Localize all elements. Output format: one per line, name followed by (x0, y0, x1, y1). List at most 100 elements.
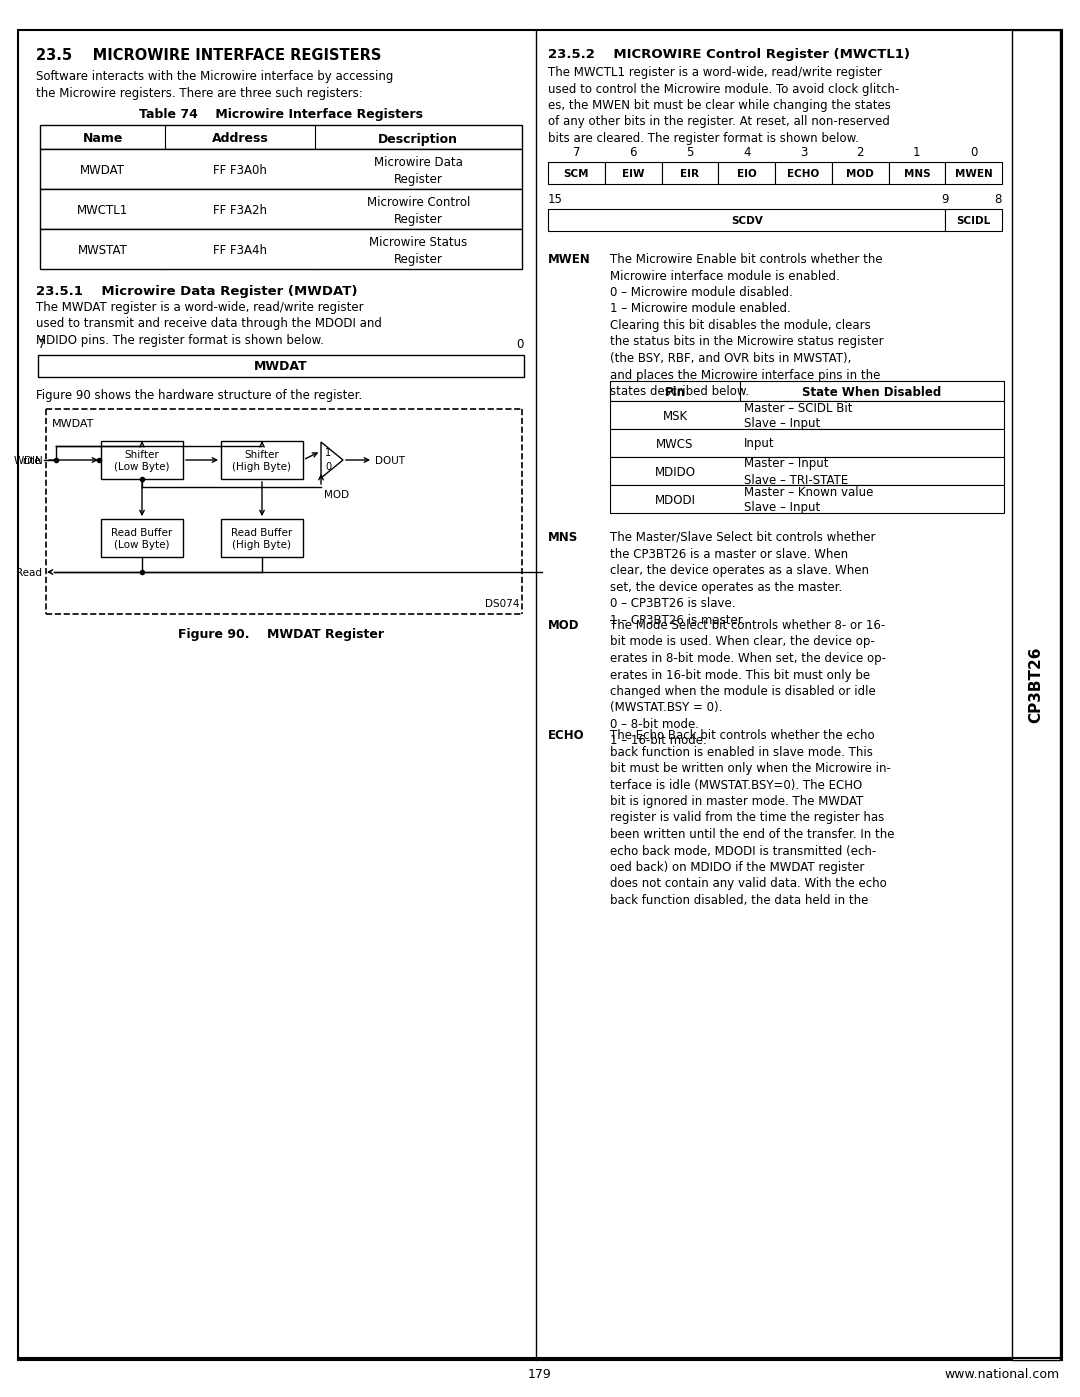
Text: FF F3A2h: FF F3A2h (213, 204, 267, 218)
Bar (40, 124, 522, 149)
Text: www.national.com: www.national.com (945, 1368, 1059, 1382)
Text: 2: 2 (856, 147, 864, 159)
Bar (945, 162, 1002, 184)
Text: CP3BT26: CP3BT26 (1028, 647, 1043, 724)
Text: MWDAT: MWDAT (80, 165, 125, 177)
Text: EIW: EIW (622, 169, 645, 179)
Text: 4: 4 (743, 147, 751, 159)
Text: MOD: MOD (847, 169, 874, 179)
Bar (221, 441, 303, 479)
Text: 9: 9 (942, 193, 949, 205)
Text: Microwire Status
Register: Microwire Status Register (369, 236, 468, 265)
Bar (40, 149, 522, 189)
Text: MWEN: MWEN (548, 253, 591, 265)
Text: SCDV: SCDV (731, 217, 762, 226)
Bar (548, 210, 945, 231)
Text: ECHO: ECHO (787, 169, 820, 179)
Text: 7: 7 (38, 338, 45, 351)
Text: Shifter
(High Byte): Shifter (High Byte) (232, 450, 292, 472)
Text: SCM: SCM (564, 169, 589, 179)
Text: Microwire Control
Register: Microwire Control Register (367, 197, 470, 225)
Text: 3: 3 (799, 147, 807, 159)
Text: 0: 0 (970, 147, 977, 159)
Text: Master – Known value
Slave – Input: Master – Known value Slave – Input (744, 486, 874, 514)
Text: MWCTL1: MWCTL1 (77, 204, 129, 218)
Bar (945, 210, 1002, 231)
Text: Shifter
(Low Byte): Shifter (Low Byte) (114, 450, 170, 472)
Text: The Echo Back bit controls whether the echo
back function is enabled in slave mo: The Echo Back bit controls whether the e… (610, 729, 894, 907)
Bar (548, 162, 605, 184)
Text: Address: Address (212, 133, 269, 145)
Text: 23.5    MICROWIRE INTERFACE REGISTERS: 23.5 MICROWIRE INTERFACE REGISTERS (36, 47, 381, 63)
Text: DOUT: DOUT (375, 455, 405, 467)
Text: FF F3A0h: FF F3A0h (213, 165, 267, 177)
Text: 0: 0 (516, 338, 524, 351)
Bar (1012, 29, 1059, 1361)
Bar (610, 457, 1004, 485)
Text: MOD: MOD (548, 619, 580, 631)
Text: Read: Read (16, 569, 42, 578)
Text: Name: Name (82, 133, 123, 145)
Bar (610, 429, 1004, 457)
Text: MDODI: MDODI (654, 493, 696, 507)
Text: MWCS: MWCS (657, 437, 693, 450)
Text: Pin: Pin (664, 386, 686, 398)
Bar (610, 401, 1004, 429)
Text: SCIDL: SCIDL (957, 217, 990, 226)
Text: 5: 5 (686, 147, 693, 159)
Text: 179: 179 (528, 1368, 552, 1382)
Bar (40, 189, 522, 229)
Text: ECHO: ECHO (548, 729, 584, 742)
Text: Master – SCIDL Bit
Slave – Input: Master – SCIDL Bit Slave – Input (744, 401, 852, 430)
Bar (889, 162, 945, 184)
Text: DS074: DS074 (485, 599, 519, 609)
Text: 1: 1 (913, 147, 920, 159)
Bar (610, 485, 1004, 513)
Text: The Mode Select bit controls whether 8- or 16-
bit mode is used. When clear, the: The Mode Select bit controls whether 8- … (610, 619, 886, 747)
Text: 23.5.2    MICROWIRE Control Register (MWCTL1): 23.5.2 MICROWIRE Control Register (MWCTL… (548, 47, 910, 61)
Bar (40, 229, 522, 270)
Text: 6: 6 (630, 147, 637, 159)
Text: The Microwire Enable bit controls whether the
Microwire interface module is enab: The Microwire Enable bit controls whethe… (610, 253, 883, 398)
Bar (610, 381, 1004, 401)
Text: 0: 0 (325, 462, 332, 472)
Text: MOD: MOD (324, 490, 349, 500)
Text: Table 74    Microwire Interface Registers: Table 74 Microwire Interface Registers (139, 108, 423, 122)
Bar (775, 162, 832, 184)
Text: State When Disabled: State When Disabled (802, 386, 942, 398)
Bar (221, 520, 303, 557)
Text: Read Buffer
(High Byte): Read Buffer (High Byte) (231, 528, 293, 550)
Text: EIO: EIO (737, 169, 756, 179)
Text: 15: 15 (548, 193, 563, 205)
Bar (718, 162, 775, 184)
Text: 8: 8 (995, 193, 1002, 205)
Bar (102, 520, 183, 557)
Text: MWDAT: MWDAT (254, 360, 308, 373)
Text: MNS: MNS (548, 531, 578, 543)
Bar (661, 162, 718, 184)
Text: Input: Input (744, 437, 774, 450)
Text: Master – Input
Slave – TRI-STATE: Master – Input Slave – TRI-STATE (744, 457, 848, 486)
Bar (832, 162, 889, 184)
Polygon shape (321, 441, 343, 478)
Text: Write: Write (13, 455, 41, 467)
Text: Figure 90.    MWDAT Register: Figure 90. MWDAT Register (178, 629, 384, 641)
Text: Description: Description (378, 133, 458, 145)
Text: 1: 1 (325, 448, 332, 458)
Text: The Master/Slave Select bit controls whether
the CP3BT26 is a master or slave. W: The Master/Slave Select bit controls whe… (610, 531, 876, 626)
Text: MWSTAT: MWSTAT (78, 244, 127, 257)
Text: 7: 7 (572, 147, 580, 159)
Text: Figure 90 shows the hardware structure of the register.: Figure 90 shows the hardware structure o… (36, 388, 362, 402)
Text: FF F3A4h: FF F3A4h (213, 244, 267, 257)
Text: Software interacts with the Microwire interface by accessing
the Microwire regis: Software interacts with the Microwire in… (36, 70, 393, 99)
Bar (38, 355, 524, 377)
Bar (102, 441, 183, 479)
Bar (605, 162, 661, 184)
Text: MNS: MNS (904, 169, 930, 179)
Text: DIN: DIN (24, 455, 43, 467)
Text: MDIDO: MDIDO (654, 465, 696, 479)
Text: EIR: EIR (680, 169, 700, 179)
Text: 23.5.1    Microwire Data Register (MWDAT): 23.5.1 Microwire Data Register (MWDAT) (36, 285, 357, 298)
Text: MSK: MSK (662, 409, 688, 422)
Text: Microwire Data
Register: Microwire Data Register (374, 156, 463, 186)
